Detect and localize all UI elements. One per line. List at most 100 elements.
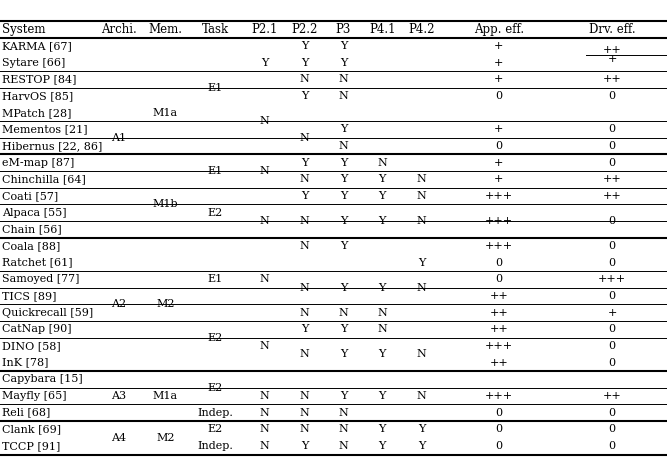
Text: +: + — [608, 54, 617, 64]
Text: 0: 0 — [609, 141, 616, 151]
Text: N: N — [300, 424, 309, 434]
Text: Samoyed [77]: Samoyed [77] — [2, 274, 79, 284]
Text: App. eff.: App. eff. — [474, 23, 524, 36]
Text: N: N — [300, 407, 309, 418]
Text: E2: E2 — [208, 333, 223, 342]
Text: N: N — [339, 74, 348, 84]
Text: 0: 0 — [609, 124, 616, 134]
Text: 0: 0 — [496, 91, 502, 101]
Text: N: N — [300, 74, 309, 84]
Text: 0: 0 — [496, 441, 502, 451]
Text: 0: 0 — [496, 424, 502, 434]
Text: N: N — [260, 341, 269, 351]
Text: M1a: M1a — [153, 391, 178, 401]
Text: N: N — [300, 133, 309, 143]
Text: eM-map [87]: eM-map [87] — [2, 158, 75, 168]
Text: Coala [88]: Coala [88] — [2, 241, 61, 251]
Text: A1: A1 — [111, 133, 126, 143]
Text: TCCP [91]: TCCP [91] — [2, 441, 61, 451]
Text: N: N — [417, 283, 426, 292]
Text: Y: Y — [340, 349, 348, 359]
Text: Y: Y — [301, 158, 309, 168]
Text: ++: ++ — [490, 291, 508, 301]
Text: E1: E1 — [208, 166, 223, 176]
Text: N: N — [339, 308, 348, 317]
Text: Y: Y — [301, 441, 309, 451]
Text: N: N — [260, 407, 269, 418]
Text: +: + — [608, 308, 617, 317]
Text: +: + — [494, 58, 504, 68]
Text: N: N — [378, 158, 387, 168]
Text: Y: Y — [340, 216, 348, 226]
Text: Archi.: Archi. — [101, 23, 137, 36]
Text: 0: 0 — [609, 91, 616, 101]
Text: Y: Y — [301, 191, 309, 201]
Text: 0: 0 — [496, 274, 502, 284]
Text: N: N — [378, 308, 387, 317]
Text: ++: ++ — [603, 191, 622, 201]
Text: RESTOP [84]: RESTOP [84] — [2, 74, 77, 84]
Text: N: N — [339, 407, 348, 418]
Text: N: N — [300, 308, 309, 317]
Text: Y: Y — [418, 424, 426, 434]
Text: ++: ++ — [603, 74, 622, 84]
Text: N: N — [339, 141, 348, 151]
Text: M2: M2 — [156, 432, 175, 443]
Text: Y: Y — [340, 174, 348, 185]
Text: M1b: M1b — [153, 199, 178, 210]
Text: A4: A4 — [111, 432, 126, 443]
Text: 0: 0 — [609, 407, 616, 418]
Text: +: + — [494, 74, 504, 84]
Text: System: System — [2, 23, 45, 36]
Text: ++: ++ — [603, 174, 622, 185]
Text: N: N — [300, 241, 309, 251]
Text: N: N — [417, 216, 426, 226]
Text: KARMA [67]: KARMA [67] — [2, 41, 72, 51]
Text: Task: Task — [202, 23, 229, 36]
Text: E2: E2 — [208, 208, 223, 218]
Text: Clank [69]: Clank [69] — [2, 424, 61, 434]
Text: +++: +++ — [485, 191, 513, 201]
Text: Coati [57]: Coati [57] — [2, 191, 58, 201]
Text: 0: 0 — [609, 216, 616, 226]
Text: 0: 0 — [609, 325, 616, 334]
Text: Mementos [21]: Mementos [21] — [2, 124, 87, 134]
Text: Indep.: Indep. — [197, 407, 233, 418]
Text: 0: 0 — [496, 258, 502, 268]
Text: N: N — [300, 174, 309, 185]
Text: N: N — [339, 424, 348, 434]
Text: Y: Y — [378, 174, 386, 185]
Text: Y: Y — [301, 41, 309, 51]
Text: Capybara [15]: Capybara [15] — [2, 374, 83, 384]
Text: A3: A3 — [111, 391, 126, 401]
Text: 0: 0 — [609, 258, 616, 268]
Text: Y: Y — [340, 124, 348, 134]
Text: 0: 0 — [609, 341, 616, 351]
Text: DINO [58]: DINO [58] — [2, 341, 61, 351]
Text: MPatch [28]: MPatch [28] — [2, 108, 71, 118]
Text: Y: Y — [301, 58, 309, 68]
Text: Y: Y — [340, 391, 348, 401]
Text: N: N — [260, 441, 269, 451]
Text: Indep.: Indep. — [197, 441, 233, 451]
Text: N: N — [260, 274, 269, 284]
Text: Y: Y — [340, 283, 348, 292]
Text: 0: 0 — [609, 158, 616, 168]
Text: 0: 0 — [609, 424, 616, 434]
Text: Y: Y — [261, 58, 269, 68]
Text: CatNap [90]: CatNap [90] — [2, 325, 71, 334]
Text: +: + — [494, 41, 504, 51]
Text: +: + — [494, 124, 504, 134]
Text: Hibernus [22, 86]: Hibernus [22, 86] — [2, 141, 102, 151]
Text: Y: Y — [378, 424, 386, 434]
Text: ++: ++ — [603, 45, 622, 55]
Text: E2: E2 — [208, 382, 223, 393]
Text: N: N — [417, 191, 426, 201]
Text: Mem.: Mem. — [149, 23, 182, 36]
Text: +++: +++ — [485, 216, 513, 226]
Text: Ratchet [61]: Ratchet [61] — [2, 258, 73, 268]
Text: M2: M2 — [156, 299, 175, 309]
Text: Sytare [66]: Sytare [66] — [2, 58, 65, 68]
Text: E2: E2 — [208, 424, 223, 434]
Text: Y: Y — [418, 441, 426, 451]
